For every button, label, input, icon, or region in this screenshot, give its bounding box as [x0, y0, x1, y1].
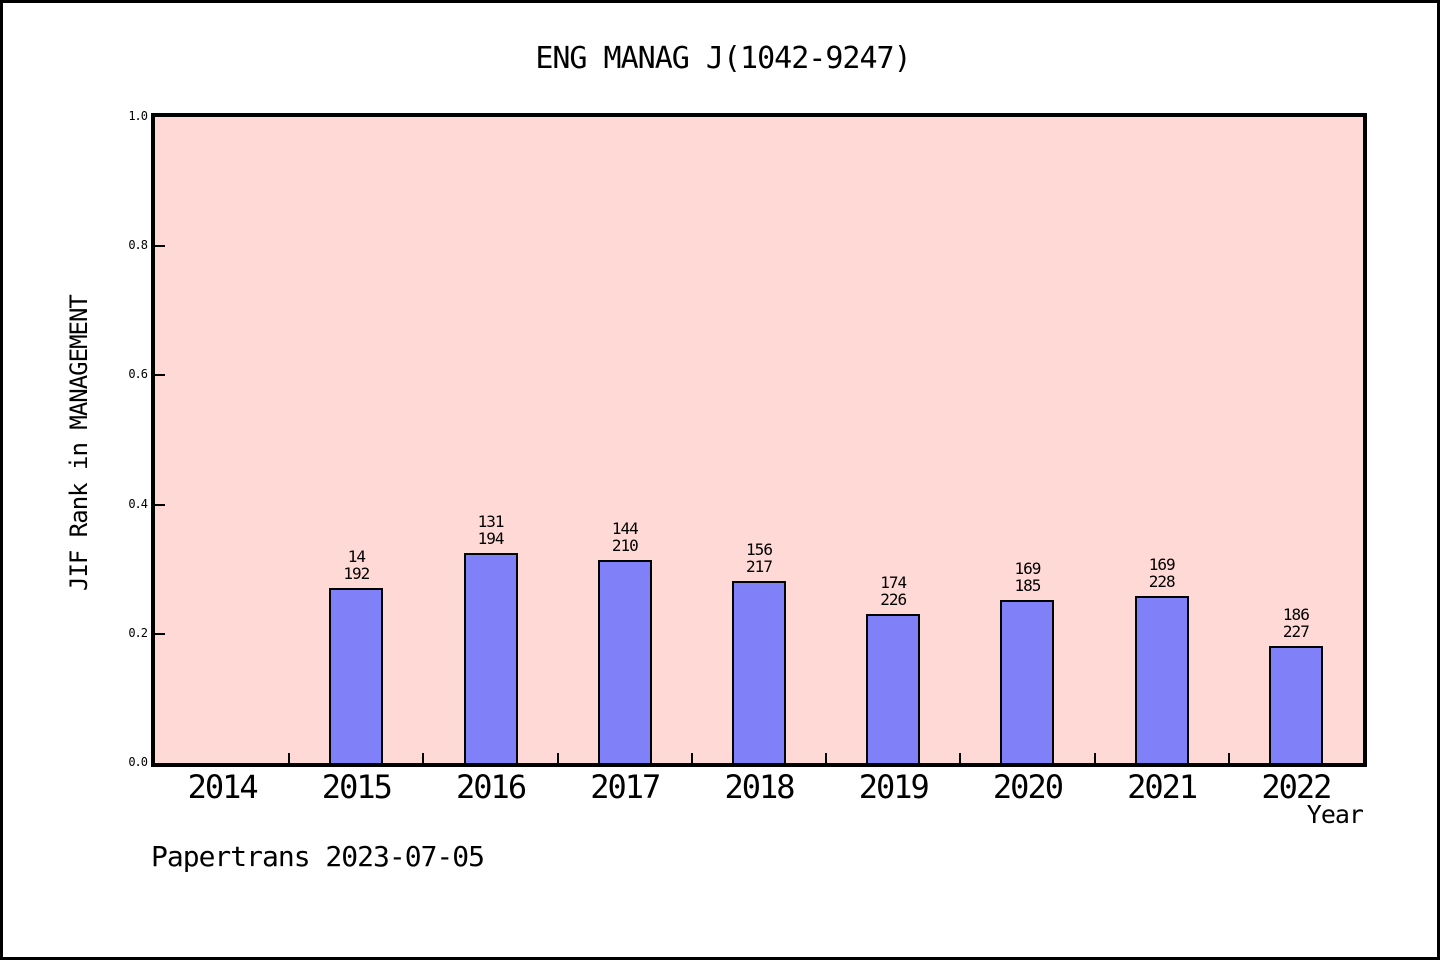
y-tick-mark [155, 374, 165, 377]
x-tick-mark [422, 753, 425, 763]
x-tick-mark [1227, 753, 1230, 763]
y-tick-label-1.0: 1.0 [128, 109, 148, 123]
bar-2022 [1268, 646, 1323, 763]
bar-2017 [597, 560, 652, 763]
bar-2015 [329, 588, 384, 763]
x-tick-label-2020: 2020 [992, 768, 1064, 806]
footer-watermark: Papertrans 2023-07-05 [151, 840, 485, 873]
bar-label-2018: 156 217 [746, 540, 773, 576]
x-tick-label-2018: 2018 [724, 768, 795, 806]
x-tick-label-2017: 2017 [590, 768, 661, 806]
bar-2018 [732, 581, 786, 763]
x-axis-label: Year [1306, 800, 1364, 829]
bar-label-2020: 169 185 [1014, 559, 1041, 595]
x-tick-label-2019: 2019 [858, 768, 930, 806]
x-tick-label-2014: 2014 [187, 768, 259, 806]
y-tick-mark [155, 245, 165, 248]
bar-2021 [1134, 596, 1189, 763]
bar-label-2022: 186 227 [1282, 605, 1310, 641]
bar-2019 [866, 614, 921, 763]
x-tick-mark [1093, 753, 1096, 763]
bar-label-2017: 144 210 [611, 519, 639, 555]
x-tick-mark [959, 753, 962, 763]
x-tick-mark [825, 753, 828, 763]
x-tick-label-2021: 2021 [1127, 768, 1198, 806]
bar-2020 [1000, 600, 1055, 763]
y-tick-mark [155, 503, 165, 506]
plot-area [151, 113, 1367, 767]
y-tick-label-0.2: 0.2 [128, 625, 148, 640]
x-tick-mark [288, 753, 291, 763]
x-tick-label-2016: 2016 [456, 768, 527, 806]
x-tick-mark [690, 753, 693, 763]
y-axis-label: JIF Rank in MANAGEMENT [65, 295, 93, 591]
y-tick-label-0.8: 0.8 [128, 238, 148, 253]
chart-title: ENG MANAG J(1042-9247) [535, 41, 911, 76]
bar-label-2015: 14 192 [343, 547, 370, 583]
y-tick-label-0.0: 0.0 [128, 755, 148, 769]
y-tick-label-0.6: 0.6 [128, 367, 148, 382]
x-tick-label-2015: 2015 [321, 768, 393, 806]
y-tick-label-0.4: 0.4 [128, 496, 148, 511]
x-tick-label-2022: 2022 [1261, 768, 1332, 806]
bar-2016 [463, 553, 518, 763]
bar-label-2019: 174 226 [880, 573, 907, 609]
x-tick-mark [556, 753, 559, 763]
bar-label-2021: 169 228 [1148, 555, 1176, 591]
bar-label-2016: 131 194 [477, 512, 505, 548]
y-tick-mark [155, 632, 165, 635]
